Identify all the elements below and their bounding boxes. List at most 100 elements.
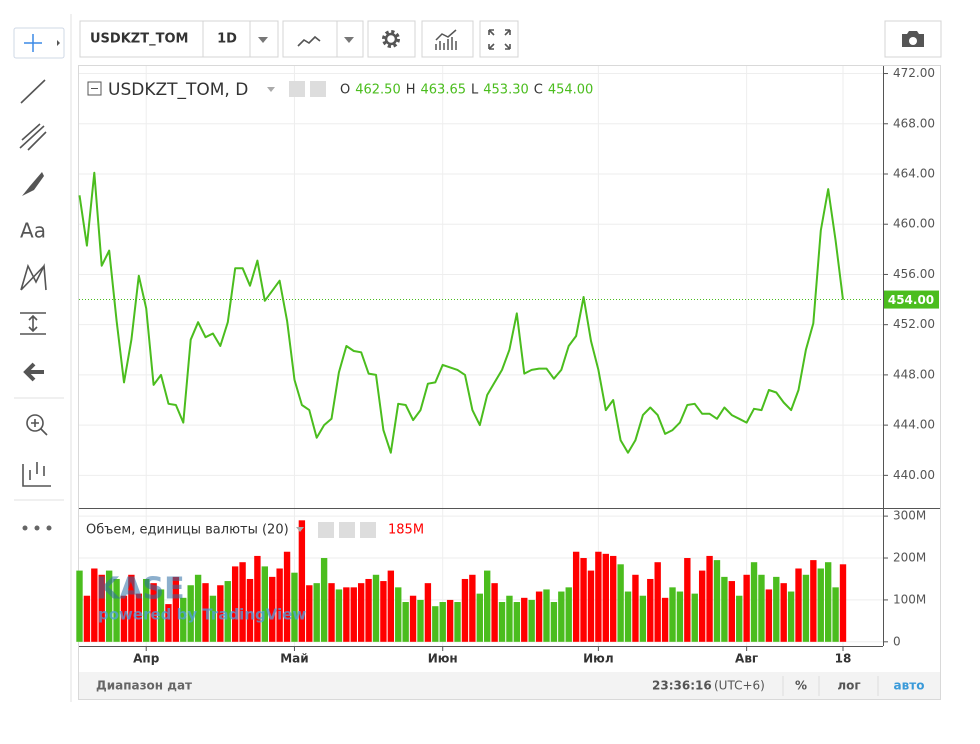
y-tick-label: 452.00 [893, 317, 935, 331]
volume-remove[interactable] [360, 522, 376, 538]
volume-bar [269, 576, 276, 642]
line-style-icon [297, 35, 321, 47]
volume-bar [254, 555, 261, 642]
volume-bar [172, 576, 180, 642]
volume-bar [572, 551, 580, 642]
volume-bar [787, 591, 795, 642]
volume-bar [528, 599, 535, 642]
volume-bar [395, 587, 402, 642]
y-tick-label: 200M [893, 551, 926, 565]
volume-bar [617, 564, 624, 642]
legend-title: USDKZT_TOM, D [108, 80, 248, 100]
more-tools[interactable] [22, 525, 52, 531]
volume-bar [461, 578, 469, 642]
volume-bar [780, 583, 787, 642]
volume-bar [832, 587, 839, 642]
text-tool[interactable]: Aa [20, 219, 46, 243]
volume-bar [409, 595, 417, 642]
interval[interactable]: 1D [217, 32, 237, 47]
volume-bar [610, 555, 617, 642]
volume-bar [647, 578, 654, 642]
interval-dropdown[interactable] [258, 37, 268, 43]
volume-bar [350, 587, 357, 642]
zoom-tool[interactable] [26, 414, 44, 432]
volume-bar [743, 574, 750, 642]
ohlc-high-label: H [406, 83, 416, 98]
volume-bar [402, 602, 409, 642]
remove-tool[interactable] [23, 362, 44, 382]
volume-bar [565, 587, 572, 642]
volume-dropdown[interactable] [296, 527, 304, 532]
volume-bar [691, 593, 698, 642]
volume-bar [639, 595, 647, 642]
trend-line-tool[interactable] [20, 79, 46, 104]
volume-bar [721, 576, 728, 642]
volume-bar [602, 553, 609, 642]
volume-bar [328, 583, 335, 642]
volume-bar [802, 574, 810, 642]
y-tick-label: 464.00 [893, 166, 935, 180]
zoom-icon [31, 419, 48, 436]
volume-bar [491, 583, 498, 642]
volume-bar [713, 560, 721, 642]
pattern-tool[interactable] [20, 263, 47, 291]
legend-dropdown[interactable] [267, 87, 275, 92]
clock: 23:36:16 [652, 679, 712, 693]
volume-bar [246, 578, 254, 642]
volume-bar [239, 562, 246, 642]
volume-bar [817, 568, 824, 642]
volume-bar [736, 595, 743, 642]
gear-icon [382, 30, 400, 48]
date-range[interactable]: Диапазон дат [96, 679, 192, 693]
gear-ring [384, 32, 398, 46]
volume-bar [231, 566, 239, 642]
volume-settings[interactable] [339, 522, 355, 538]
brush-tool[interactable] [22, 172, 44, 196]
camera-lens [909, 37, 917, 45]
volume-bar [765, 589, 773, 642]
watermark-brand: KASE [96, 572, 185, 607]
x-tick-label: Авг [735, 652, 758, 666]
settings-button[interactable] [367, 20, 416, 58]
fullscreen-icon [488, 29, 511, 50]
volume-bar [83, 595, 91, 642]
volume-bar [706, 555, 713, 642]
ohlc-low-label: L [471, 83, 479, 98]
symbol-box[interactable] [79, 20, 279, 58]
fullscreen-button[interactable] [479, 20, 519, 58]
compare-tool[interactable] [22, 462, 51, 487]
volume-bar [484, 570, 491, 642]
visibility-button[interactable] [289, 81, 305, 97]
volume-bar [432, 606, 439, 642]
volume-bar [595, 551, 602, 642]
y-tick-label: 440.00 [893, 468, 935, 482]
volume-bar [624, 591, 632, 642]
ohlc-low: 453.30 [483, 83, 529, 98]
symbol[interactable]: USDKZT_TOM [90, 32, 188, 47]
percent-toggle[interactable]: % [795, 679, 807, 693]
legend-settings-button[interactable] [310, 81, 326, 97]
volume-visibility[interactable] [318, 522, 334, 538]
volume-bar [535, 591, 543, 642]
volume-bar [454, 602, 461, 642]
pitchfork-tool[interactable] [19, 123, 47, 151]
last-price-badge [884, 290, 939, 309]
volume-bar [335, 589, 343, 642]
style-dropdown[interactable] [344, 37, 354, 43]
footer-bar [79, 672, 940, 699]
volume-bar [506, 595, 513, 642]
measure-tool[interactable] [20, 312, 46, 335]
crosshair-icon [24, 34, 42, 52]
volume-bar [313, 583, 320, 642]
volume-bar [105, 570, 113, 642]
log-toggle[interactable]: лог [837, 679, 860, 693]
volume-bar [513, 602, 521, 642]
price-line [78, 171, 844, 454]
timezone[interactable]: (UTC+6) [714, 679, 765, 693]
volume-bar [469, 574, 476, 642]
volume-bar [365, 578, 372, 642]
volume-bar [446, 599, 454, 642]
volume-legend-title: Объем, единицы валюты (20) [86, 523, 289, 538]
auto-toggle[interactable]: авто [894, 679, 925, 693]
volume-bar [839, 564, 847, 642]
